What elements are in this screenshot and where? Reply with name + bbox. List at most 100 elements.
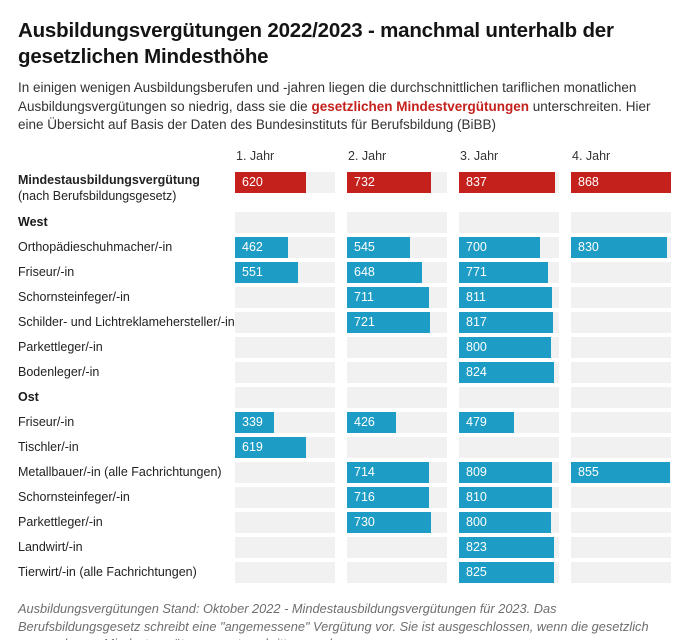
bar-track: [459, 387, 559, 409]
bar-track: [235, 312, 335, 334]
bar-value: 730: [354, 515, 375, 530]
bar-track: [347, 362, 447, 384]
bar-track: [235, 462, 335, 484]
row-label-sub: (nach Berufsbildungsgesetz): [18, 188, 177, 203]
bar-track: [571, 312, 671, 334]
bar-track: 771: [459, 262, 559, 284]
table-row: Orthopädieschuhmacher/-in 462 545 700 830: [18, 237, 673, 259]
row-label: West: [18, 215, 48, 230]
value-bar: 619: [235, 437, 307, 459]
bar-value: 837: [466, 174, 487, 189]
bar-track: [571, 287, 671, 309]
bar-track: 855: [571, 462, 671, 484]
bar-value: 824: [466, 365, 487, 380]
minimum-bar: 837: [459, 171, 556, 193]
bar-value: 771: [466, 265, 487, 280]
table-row: Schornsteinfeger/-in 716 810: [18, 487, 673, 509]
bar-value: 817: [466, 315, 487, 330]
row-label: Bodenleger/-in: [18, 365, 100, 380]
value-bar: 462: [235, 237, 289, 259]
value-bar: 714: [347, 462, 430, 484]
bar-value: 716: [354, 490, 375, 505]
bar-value: 711: [354, 290, 374, 305]
column-header: 4. Jahr: [572, 148, 611, 163]
bar-value: 721: [354, 315, 375, 330]
bar-track: 721: [347, 312, 447, 334]
bar-track: 823: [459, 537, 559, 559]
column-header: 2. Jahr: [348, 148, 387, 163]
bar-track: [459, 437, 559, 459]
value-bar: 855: [571, 462, 670, 484]
bar-track: [347, 562, 447, 584]
section-row: West: [18, 212, 673, 234]
bar-track: [235, 562, 335, 584]
value-bar: 551: [235, 262, 299, 284]
bar-track: [347, 437, 447, 459]
bar-track: [235, 212, 335, 234]
table-row: Mindestausbildungsvergütung (nach Berufsb…: [18, 171, 673, 205]
bar-track: 810: [459, 487, 559, 509]
chart-intro: In einigen wenigen Ausbildungsberufen un…: [18, 79, 673, 134]
row-label: Schornsteinfeger/-in: [18, 290, 130, 305]
bar-track: [571, 512, 671, 534]
row-label: Tischler/-in: [18, 440, 79, 455]
bar-track: 339: [235, 412, 335, 434]
bar-value: 479: [466, 415, 487, 430]
table-row: Tierwirt/-in (alle Fachrichtungen) 825: [18, 562, 673, 584]
bar-value: 800: [466, 340, 487, 355]
bar-value: 426: [354, 415, 375, 430]
bar-track: 811: [459, 287, 559, 309]
value-bar: 771: [459, 262, 548, 284]
bar-track: 714: [347, 462, 447, 484]
bar-track: 620: [235, 171, 335, 193]
bar-value: 855: [578, 465, 599, 480]
value-bar: 730: [347, 512, 432, 534]
bar-value: 830: [578, 240, 599, 255]
value-bar: 830: [571, 237, 667, 259]
value-bar: 479: [459, 412, 515, 434]
row-label: Ost: [18, 390, 39, 405]
value-bar: 809: [459, 462, 553, 484]
value-bar: 545: [347, 237, 410, 259]
table-row: Metallbauer/-in (alle Fachrichtungen) 714…: [18, 462, 673, 484]
row-label: Landwirt/-in: [18, 540, 83, 555]
value-bar: 426: [347, 412, 397, 434]
bar-value: 811: [466, 290, 486, 305]
bar-track: 868: [571, 171, 671, 193]
bar-track: [347, 537, 447, 559]
bar-track: 732: [347, 171, 447, 193]
bar-track: [235, 537, 335, 559]
value-bar: 824: [459, 362, 554, 384]
bar-track: [571, 337, 671, 359]
bar-track: 716: [347, 487, 447, 509]
intro-text-pre: In einigen wenigen Ausbildungsberufen un…: [18, 80, 637, 114]
footnote: Ausbildungsvergütungen Stand: Oktober 20…: [18, 601, 649, 640]
bar-chart: 1. Jahr 2. Jahr 3. Jahr 4. Jahr Mindestausb…: [18, 149, 673, 584]
bar-track: 426: [347, 412, 447, 434]
bar-value: 810: [466, 490, 487, 505]
table-row: Bodenleger/-in 824: [18, 362, 673, 384]
value-bar: 823: [459, 537, 554, 559]
value-bar: 800: [459, 337, 552, 359]
bar-value: 620: [242, 174, 263, 189]
value-bar: 700: [459, 237, 540, 259]
value-bar: 817: [459, 312, 554, 334]
bar-value: 732: [354, 174, 375, 189]
column-header-row: 1. Jahr 2. Jahr 3. Jahr 4. Jahr: [18, 149, 673, 163]
row-label: Mindestausbildungsvergütung (nach Berufsb…: [18, 172, 223, 205]
bar-track: [347, 337, 447, 359]
row-label-main: Mindestausbildungsvergütung: [18, 172, 200, 187]
bar-track: [571, 487, 671, 509]
bar-value: 868: [578, 174, 599, 189]
bar-track: 817: [459, 312, 559, 334]
value-bar: 811: [459, 287, 553, 309]
row-label: Friseur/-in: [18, 265, 75, 280]
bar-track: [571, 537, 671, 559]
row-label: Schornsteinfeger/-in: [18, 490, 130, 505]
row-label: Metallbauer/-in (alle Fachrichtungen): [18, 465, 222, 480]
intro-highlight: gesetzlichen Mindestvergütungen: [311, 98, 529, 114]
bar-track: 830: [571, 237, 671, 259]
bar-track: 730: [347, 512, 447, 534]
chart-rows: Mindestausbildungsvergütung (nach Berufsb…: [18, 171, 673, 584]
